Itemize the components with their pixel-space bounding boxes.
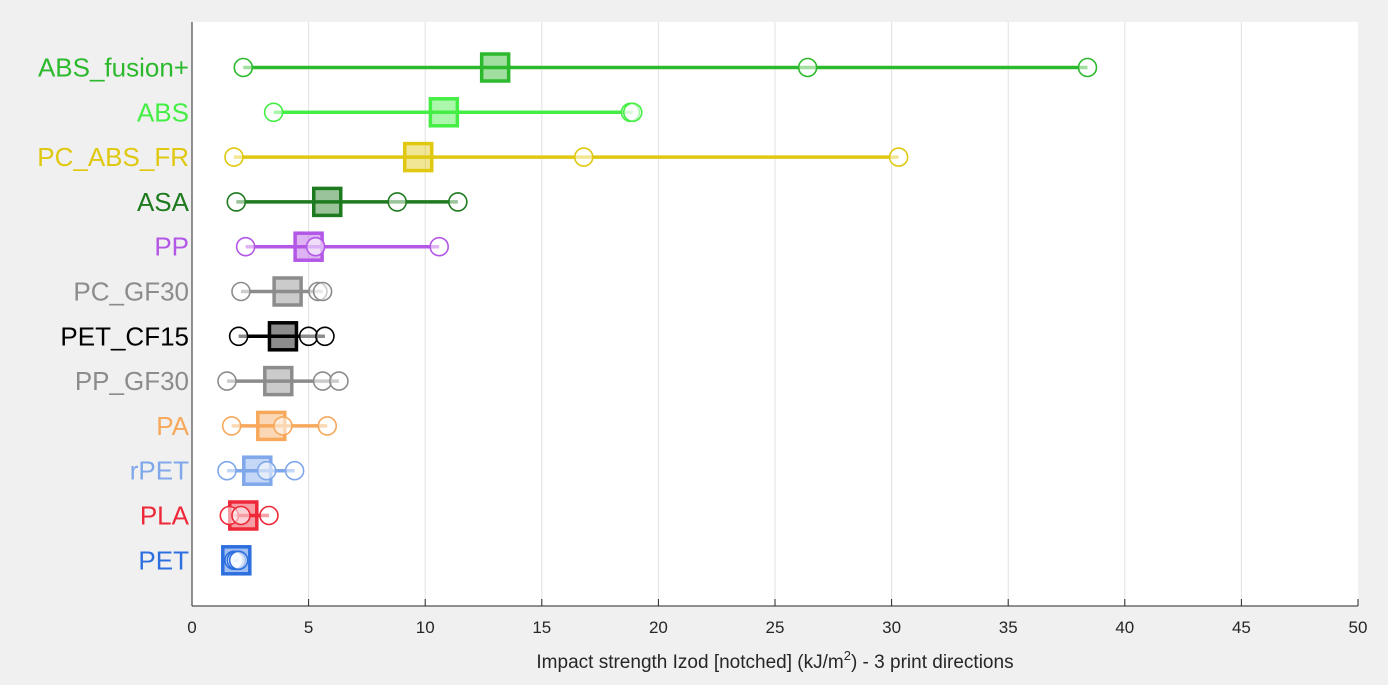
x-tick-label: 5 — [304, 618, 313, 637]
category-label: PET — [138, 545, 189, 575]
mean-marker — [267, 321, 299, 352]
x-axis-label: Impact strength Izod [notched] (kJ/m2) -… — [536, 648, 1013, 673]
x-tick-label: 50 — [1349, 618, 1368, 637]
x-tick-label: 0 — [187, 618, 196, 637]
series-pc-abs-fr — [224, 141, 909, 173]
data-point — [315, 326, 335, 347]
data-point — [273, 416, 293, 436]
data-point — [797, 57, 818, 78]
data-point — [429, 236, 449, 257]
data-point — [231, 281, 251, 302]
data-point — [312, 281, 333, 302]
data-point — [573, 147, 594, 167]
data-point — [217, 460, 237, 481]
series-layer — [217, 52, 1098, 576]
data-point — [888, 147, 909, 167]
grid-layer — [308, 22, 1242, 606]
mean-marker — [428, 97, 460, 128]
category-label: ASA — [137, 187, 190, 217]
data-point — [622, 102, 643, 123]
series-pp-gf30 — [217, 365, 349, 397]
series-pp — [235, 231, 449, 262]
x-tick-label: 30 — [882, 618, 901, 637]
series-pet — [221, 545, 252, 576]
data-point — [387, 192, 408, 212]
mean-marker — [402, 141, 434, 173]
data-point — [228, 550, 249, 571]
mean-marker — [263, 365, 294, 397]
category-label: PC_ABS_FR — [37, 142, 189, 172]
series-pc-gf30 — [231, 276, 333, 307]
data-point — [448, 192, 468, 212]
series-abs — [263, 97, 643, 128]
x-tick-label: 20 — [649, 618, 668, 637]
category-label: PP — [154, 232, 189, 262]
data-point — [312, 371, 333, 391]
data-point — [259, 505, 279, 526]
data-point — [217, 371, 237, 391]
series-pet-cf15 — [228, 321, 335, 352]
data-point — [235, 236, 256, 257]
axis-layer: 0 5 10 15 20 25 30 35 40 45 50 ABS_fusion+ ABS PC_ABS… — [37, 22, 1367, 637]
x-tick-label: 40 — [1115, 618, 1134, 637]
mean-marker — [312, 186, 343, 218]
category-label: PLA — [140, 501, 190, 531]
data-point — [228, 326, 249, 347]
series-pla — [219, 500, 279, 531]
series-abs-fusion- — [233, 52, 1098, 83]
data-point — [221, 416, 242, 436]
x-tick-label: 45 — [1232, 618, 1251, 637]
x-tick-label: 15 — [532, 618, 551, 637]
data-point — [284, 460, 305, 481]
data-point — [298, 326, 319, 347]
x-tick-label: 35 — [999, 618, 1018, 637]
x-tick-label: 10 — [416, 618, 435, 637]
data-point — [256, 460, 277, 481]
category-label: ABS — [137, 97, 189, 127]
mean-marker — [272, 276, 303, 307]
category-label: rPET — [130, 456, 189, 486]
series-pa — [221, 410, 338, 442]
data-point — [226, 192, 247, 212]
category-label: PET_CF15 — [60, 321, 189, 351]
category-label: PC_GF30 — [73, 277, 189, 307]
data-point — [233, 57, 254, 78]
series-asa — [226, 186, 468, 218]
data-point — [1077, 57, 1098, 78]
x-tick-label: 25 — [766, 618, 785, 637]
series-rpet — [217, 455, 305, 486]
category-label: ABS_fusion+ — [38, 53, 189, 83]
data-point — [231, 505, 251, 526]
mean-marker — [479, 52, 511, 83]
data-point — [263, 102, 284, 123]
data-point — [317, 416, 338, 436]
data-point — [329, 371, 349, 391]
category-label: PA — [156, 411, 189, 441]
data-point — [224, 147, 244, 167]
data-point — [305, 236, 326, 257]
category-label: PP_GF30 — [75, 366, 189, 396]
